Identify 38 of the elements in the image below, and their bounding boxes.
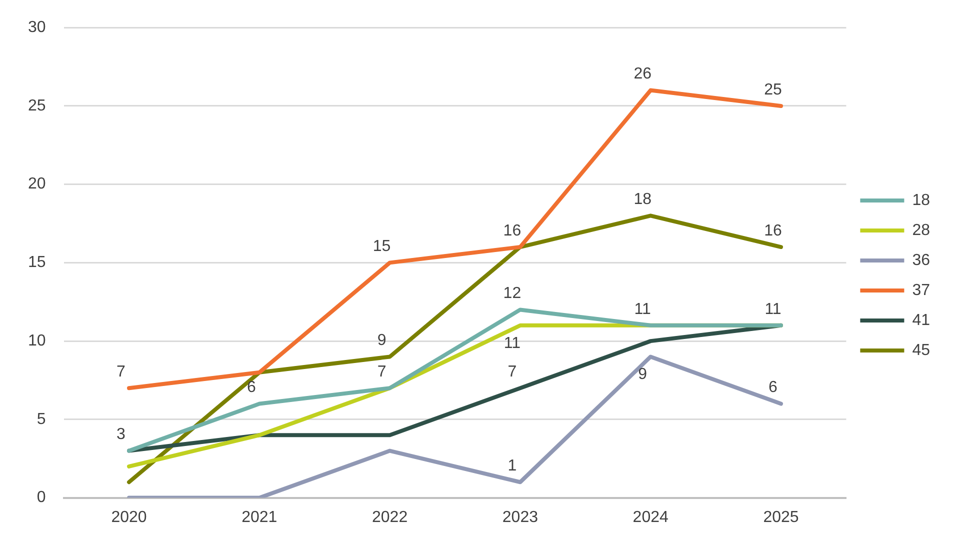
data-label: 11 — [764, 300, 782, 318]
legend-label: 41 — [912, 312, 930, 329]
y-tick-label: 10 — [28, 332, 46, 350]
data-label: 15 — [372, 238, 391, 256]
data-label: 11 — [634, 300, 652, 318]
legend-label: 45 — [912, 342, 930, 359]
data-label: 6 — [768, 379, 778, 396]
data-label: 16 — [503, 222, 522, 240]
data-label: 7 — [508, 363, 517, 380]
data-label: 7 — [116, 363, 126, 380]
data-label: 11 — [504, 334, 521, 352]
y-tick-label: 20 — [28, 176, 46, 193]
data-label: 18 — [634, 191, 652, 208]
legend-label: 36 — [912, 252, 930, 269]
data-label: 16 — [764, 222, 782, 240]
data-label: 9 — [638, 366, 648, 384]
data-label: 9 — [377, 332, 386, 350]
x-tick-label: 2024 — [632, 508, 668, 526]
x-tick-label: 2025 — [763, 508, 799, 526]
legend-label: 18 — [912, 192, 930, 209]
y-tick-label: 30 — [28, 19, 46, 36]
data-label: 25 — [764, 81, 782, 98]
data-label: 1 — [508, 458, 517, 475]
data-label: 26 — [634, 66, 652, 83]
x-tick-label: 2020 — [111, 508, 147, 526]
x-tick-label: 2022 — [372, 508, 408, 526]
legend-label: 28 — [912, 222, 930, 239]
data-label: 3 — [116, 426, 126, 444]
data-label: 12 — [503, 285, 522, 302]
y-tick-label: 15 — [28, 254, 46, 272]
data-label: 7 — [377, 363, 386, 380]
y-tick-label: 5 — [36, 410, 46, 428]
y-tick-label: 25 — [28, 97, 46, 114]
data-label: 6 — [246, 379, 256, 396]
x-tick-label: 2021 — [242, 508, 278, 526]
x-tick-label: 2023 — [502, 508, 538, 526]
legend-label: 37 — [912, 282, 930, 299]
y-tick-label: 0 — [36, 489, 46, 506]
